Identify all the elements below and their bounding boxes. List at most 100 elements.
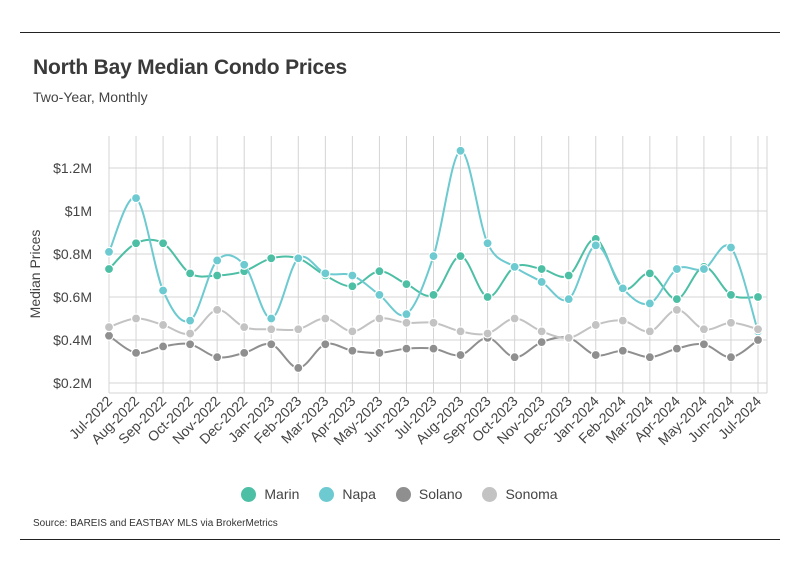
- chart-title: North Bay Median Condo Prices: [33, 56, 347, 79]
- point-marin: [185, 268, 196, 279]
- y-tick-labels: $0.2M $0.4M $0.6M $0.8M $1M $1.2M: [53, 160, 92, 391]
- point-sonoma: [428, 317, 439, 328]
- point-sonoma: [752, 324, 764, 335]
- legend-label: Napa: [342, 486, 376, 502]
- y-tick-label: $0.8M: [53, 246, 92, 262]
- point-sonoma: [401, 317, 412, 328]
- point-solano: [509, 352, 520, 363]
- y-axis-label: Median Prices: [27, 230, 43, 319]
- y-tick-label: $0.2M: [53, 375, 92, 391]
- point-solano: [617, 345, 628, 356]
- point-solano: [374, 347, 385, 358]
- point-napa: [644, 298, 655, 309]
- point-marin: [347, 281, 358, 292]
- point-napa: [509, 261, 520, 272]
- point-napa: [293, 253, 304, 264]
- point-napa: [212, 255, 223, 266]
- point-sonoma: [374, 313, 385, 324]
- point-solano: [347, 345, 358, 356]
- point-napa: [563, 294, 574, 305]
- legend-label: Sonoma: [505, 486, 558, 502]
- point-solano: [212, 352, 223, 363]
- point-marin: [212, 270, 223, 281]
- point-napa: [130, 193, 142, 204]
- point-sonoma: [293, 324, 304, 335]
- point-napa: [374, 289, 385, 300]
- legend-item-marin: Marin: [241, 486, 299, 502]
- point-solano: [725, 352, 737, 363]
- point-sonoma: [347, 326, 358, 337]
- point-sonoma: [563, 332, 574, 343]
- point-napa: [401, 309, 412, 320]
- point-marin: [103, 263, 115, 275]
- legend-label: Marin: [264, 486, 300, 502]
- chart-subtitle: Two-Year, Monthly: [33, 89, 148, 105]
- point-marin: [266, 253, 277, 264]
- point-solano: [671, 343, 682, 354]
- point-solano: [401, 343, 412, 354]
- point-marin: [725, 289, 737, 300]
- point-napa: [239, 259, 250, 270]
- legend-label: Solano: [418, 486, 463, 502]
- legend-swatch: [482, 486, 498, 502]
- point-sonoma: [103, 322, 115, 333]
- grid: [108, 136, 768, 394]
- point-solano: [103, 330, 115, 341]
- point-napa: [671, 263, 682, 275]
- point-marin: [157, 238, 169, 249]
- point-marin: [536, 263, 547, 275]
- legend-swatch: [241, 486, 257, 502]
- series-solano: [103, 330, 764, 374]
- point-napa: [157, 285, 169, 296]
- legend: Marin Napa Solano Sonoma: [0, 486, 799, 502]
- point-napa: [698, 263, 710, 275]
- point-solano: [266, 339, 277, 350]
- point-napa: [266, 313, 277, 324]
- point-napa: [536, 276, 547, 288]
- point-marin: [401, 279, 412, 290]
- point-solano: [590, 349, 601, 361]
- y-tick-label: $1.2M: [53, 160, 92, 176]
- point-sonoma: [266, 324, 277, 335]
- point-napa: [347, 270, 358, 281]
- source-note: Source: BAREIS and EASTBAY MLS via Broke…: [33, 518, 278, 529]
- point-solano: [239, 347, 250, 358]
- point-sonoma: [157, 319, 169, 331]
- bottom-rule: [20, 539, 780, 540]
- point-marin: [752, 291, 764, 303]
- point-napa: [185, 315, 196, 326]
- point-solano: [698, 339, 710, 350]
- point-solano: [185, 339, 196, 350]
- y-tick-label: $1M: [65, 203, 92, 219]
- point-sonoma: [130, 313, 142, 324]
- point-solano: [536, 337, 547, 348]
- point-sonoma: [590, 319, 601, 331]
- legend-swatch: [395, 486, 411, 502]
- point-solano: [455, 349, 466, 361]
- point-marin: [644, 268, 655, 279]
- point-marin: [455, 251, 466, 262]
- top-rule: [20, 32, 780, 33]
- legend-item-napa: Napa: [319, 486, 376, 502]
- series-sonoma: [103, 304, 764, 343]
- legend-item-sonoma: Sonoma: [482, 486, 558, 502]
- point-solano: [320, 339, 331, 350]
- point-sonoma: [212, 304, 223, 315]
- point-sonoma: [509, 313, 520, 324]
- legend-item-solano: Solano: [395, 486, 463, 502]
- point-napa: [320, 268, 331, 279]
- point-marin: [130, 238, 142, 249]
- point-sonoma: [536, 326, 547, 337]
- point-napa: [455, 145, 466, 156]
- point-solano: [752, 334, 764, 346]
- series-lines: [103, 145, 764, 374]
- y-tick-label: $0.6M: [53, 289, 92, 305]
- y-tick-label: $0.4M: [53, 332, 92, 348]
- point-marin: [563, 270, 574, 281]
- point-sonoma: [185, 328, 196, 339]
- point-sonoma: [671, 304, 682, 315]
- point-napa: [617, 283, 628, 294]
- point-sonoma: [239, 322, 250, 333]
- point-marin: [428, 289, 439, 300]
